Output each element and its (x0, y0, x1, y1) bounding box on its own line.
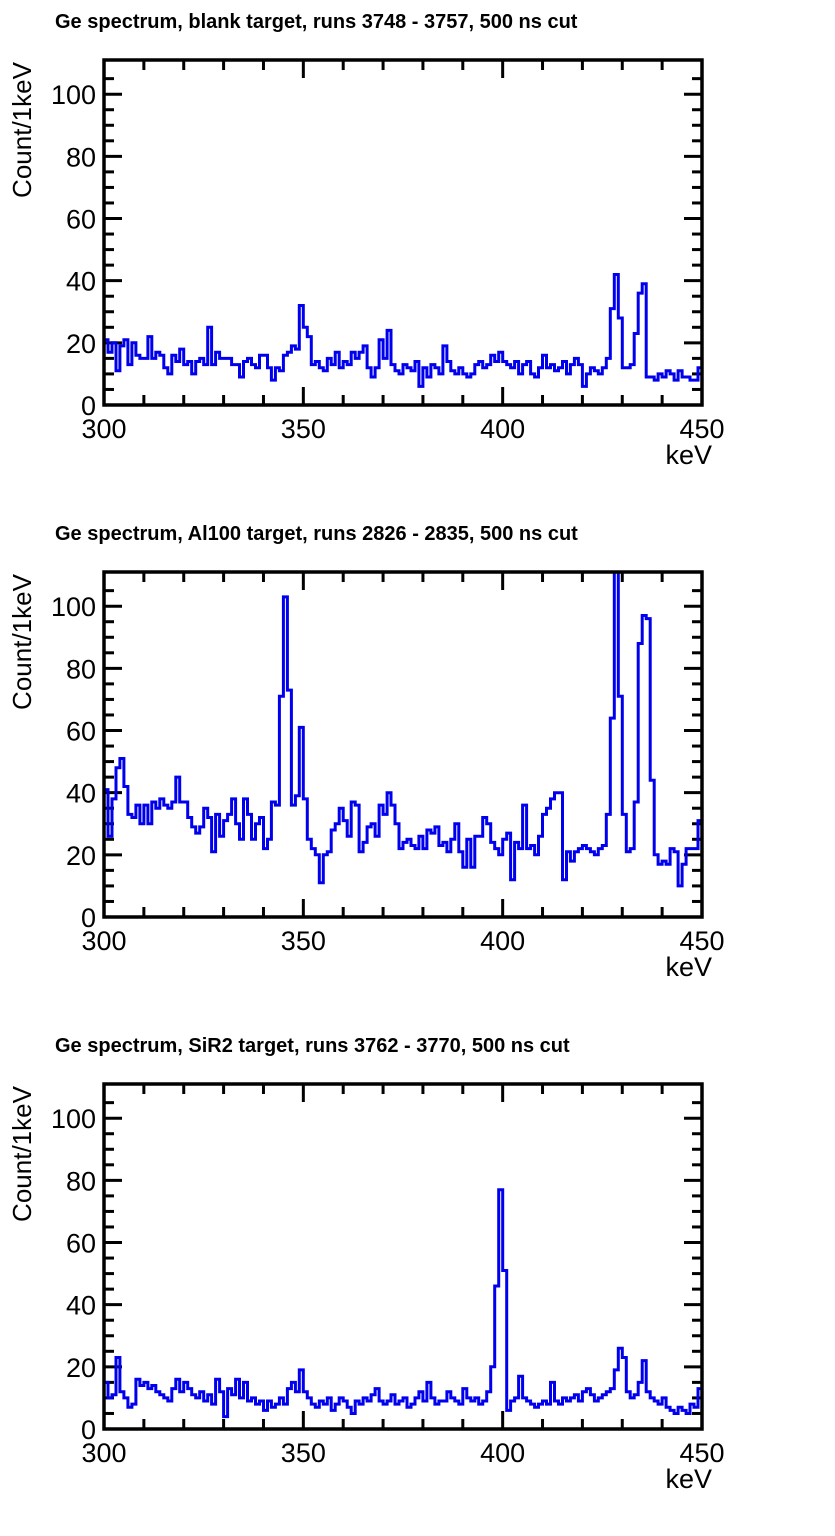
x-tick-label: 350 (281, 926, 326, 956)
x-tick-label: 400 (480, 414, 525, 444)
x-tick-label: 450 (679, 1438, 724, 1468)
axis-ticks (102, 1084, 704, 1431)
x-tick-label: 450 (679, 926, 724, 956)
y-tick-label: 40 (66, 1291, 96, 1321)
x-tick-label: 400 (480, 926, 525, 956)
y-tick-label: 80 (66, 654, 96, 684)
y-tick-label: 0 (81, 903, 96, 933)
y-tick-label: 20 (66, 1353, 96, 1383)
histogram-chart-blank: 300 350 400 450 0 20 40 60 80 100 keV Count/1keV (7, 58, 725, 470)
x-tick-labels: 300 350 400 450 (81, 1438, 724, 1468)
x-tick-label: 350 (281, 1438, 326, 1468)
spectrum-panel-al100: 300 350 400 450 0 20 40 60 80 100 keV Count/1keV Ge… (0, 512, 835, 1024)
x-tick-labels: 300 350 400 450 (81, 414, 724, 444)
y-tick-label: 20 (66, 329, 96, 359)
y-tick-label: 20 (66, 841, 96, 871)
x-tick-label: 300 (81, 926, 126, 956)
plot-frame (102, 570, 704, 919)
chart-title-al100: Ge spectrum, Al100 target, runs 2826 - 2… (55, 523, 578, 545)
axis-ticks (102, 60, 704, 407)
y-tick-labels: 0 20 40 60 80 100 (51, 592, 96, 933)
y-axis-title: Count/1keV (7, 61, 37, 198)
plot-frame (102, 1082, 704, 1431)
y-tick-label: 0 (81, 1415, 96, 1445)
histogram-chart-al100: 300 350 400 450 0 20 40 60 80 100 keV Count/1keV (7, 570, 725, 982)
y-tick-label: 80 (66, 1166, 96, 1196)
histogram-line (104, 1188, 702, 1429)
y-axis-title: Count/1keV (7, 573, 37, 710)
spectrum-panel-sir2: 300 350 400 450 0 20 40 60 80 100 keV Count/1keV Ge… (0, 1024, 835, 1536)
x-axis-unit-label: keV (665, 1464, 712, 1494)
y-tick-label: 100 (51, 592, 96, 622)
y-tick-label: 60 (66, 717, 96, 747)
histogram-line (104, 572, 702, 917)
y-tick-label: 40 (66, 267, 96, 297)
plot-frame (102, 58, 704, 407)
x-tick-label: 350 (281, 414, 326, 444)
x-tick-label: 300 (81, 1438, 126, 1468)
y-tick-labels: 0 20 40 60 80 100 (51, 1104, 96, 1445)
y-tick-label: 0 (81, 391, 96, 421)
histogram-line (104, 273, 702, 405)
x-axis-unit-label: keV (665, 952, 712, 982)
y-axis-title: Count/1keV (7, 1085, 37, 1222)
y-tick-label: 60 (66, 1229, 96, 1259)
chart-title-blank: Ge spectrum, blank target, runs 3748 - 3… (55, 11, 578, 33)
spectrum-panel-blank: 300 350 400 450 0 20 40 60 80 100 keV Count/1keV Ge… (0, 0, 835, 512)
x-tick-labels: 300 350 400 450 (81, 926, 724, 956)
x-axis-unit-label: keV (665, 440, 712, 470)
y-tick-label: 60 (66, 205, 96, 235)
histogram-chart-sir2: 300 350 400 450 0 20 40 60 80 100 keV Count/1keV (7, 1082, 725, 1494)
y-tick-label: 40 (66, 779, 96, 809)
axis-ticks (102, 572, 704, 919)
x-tick-label: 400 (480, 1438, 525, 1468)
y-tick-label: 100 (51, 80, 96, 110)
chart-title-sir2: Ge spectrum, SiR2 target, runs 3762 - 37… (55, 1035, 570, 1057)
x-tick-label: 450 (679, 414, 724, 444)
y-tick-label: 100 (51, 1104, 96, 1134)
y-tick-label: 80 (66, 142, 96, 172)
x-tick-label: 300 (81, 414, 126, 444)
y-tick-labels: 0 20 40 60 80 100 (51, 80, 96, 421)
